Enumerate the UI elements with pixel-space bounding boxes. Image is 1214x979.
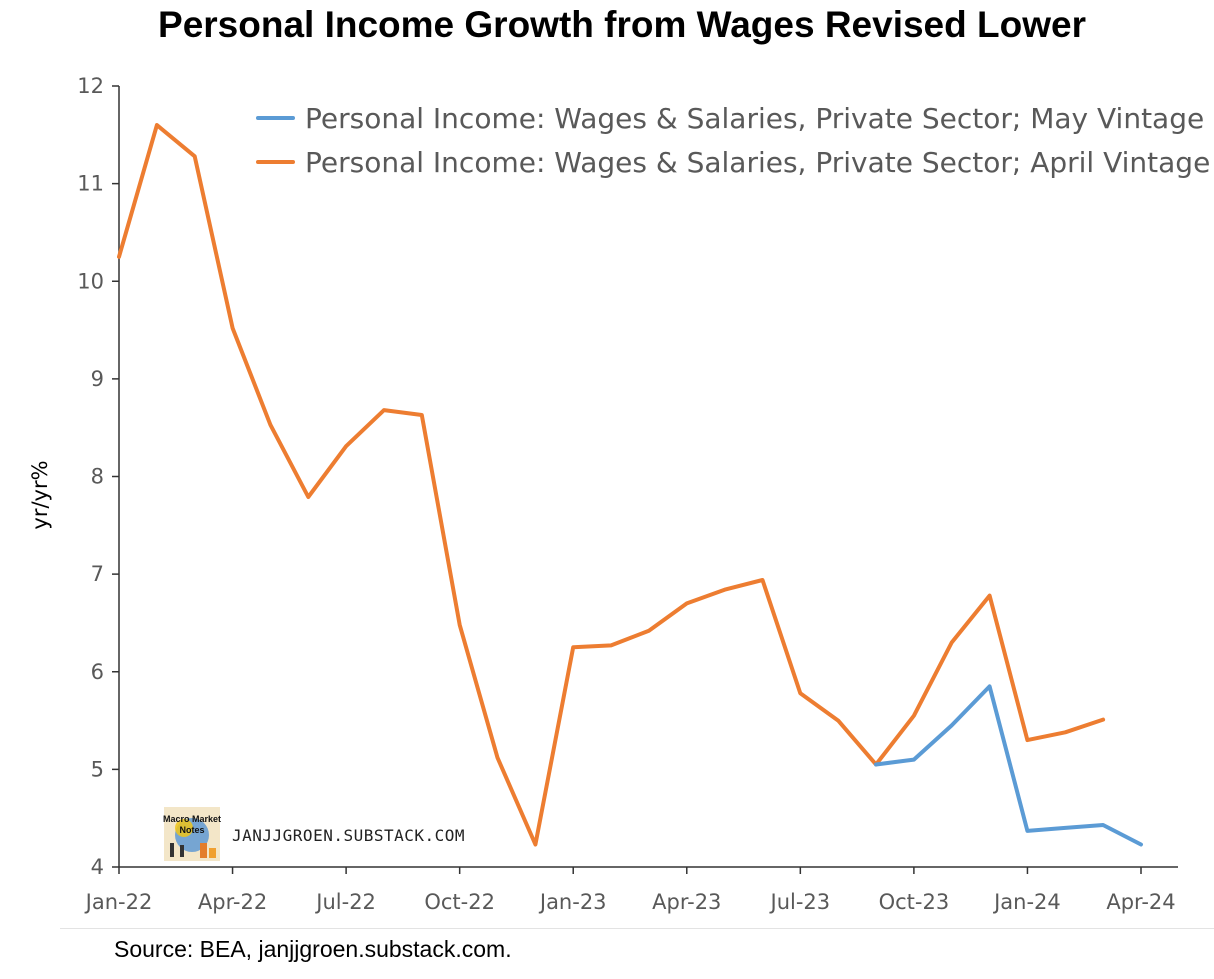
y-tick-label: 9 [91, 367, 104, 391]
y-tick-label: 4 [91, 855, 104, 879]
x-tick-label: Jul-23 [769, 890, 831, 914]
y-tick-label: 8 [91, 465, 104, 489]
y-tick-label: 6 [91, 660, 104, 684]
source-divider [60, 928, 1214, 929]
watermark: Macro Market Notes JANJJGROEN.SUBSTACK.C… [163, 807, 465, 861]
x-axis-ticks: Jan-22 Apr-22 Jul-22 Oct-22 Jan-23 Apr-23 Jul-… [84, 867, 1176, 914]
watermark-logo-line2: Notes [179, 825, 204, 835]
x-tick-label: Jul-22 [314, 890, 376, 914]
watermark-logo-line1: Macro Market [163, 814, 221, 824]
axes [118, 86, 1178, 868]
legend: Personal Income: Wages & Salaries, Priva… [256, 102, 1210, 179]
y-tick-label: 10 [77, 269, 104, 293]
x-tick-label: Jan-22 [84, 890, 153, 914]
legend-label: Personal Income: Wages & Salaries, Priva… [305, 102, 1204, 135]
watermark-text: JANJJGROEN.SUBSTACK.COM [232, 826, 465, 845]
legend-label: Personal Income: Wages & Salaries, Priva… [305, 146, 1210, 179]
y-tick-label: 7 [91, 562, 104, 586]
x-tick-label: Apr-22 [198, 890, 267, 914]
series-line-may-vintage [874, 684, 1143, 847]
x-tick-label: Apr-23 [652, 890, 721, 914]
x-tick-label: Jan-23 [538, 890, 607, 914]
y-axis-label: yr/yr% [28, 460, 52, 529]
y-axis-ticks: 4 5 6 7 8 9 10 11 12 [77, 74, 119, 879]
x-tick-label: Apr-24 [1106, 890, 1175, 914]
x-tick-label: Oct-22 [424, 890, 495, 914]
x-tick-label: Oct-23 [879, 890, 950, 914]
source-note: Source: BEA, janjjgroen.substack.com. [114, 936, 512, 962]
series-lines [117, 123, 1143, 847]
x-tick-label: Jan-24 [992, 890, 1061, 914]
watermark-logo: Macro Market Notes [163, 807, 221, 861]
chart-title: Personal Income Growth from Wages Revise… [158, 4, 1086, 45]
series-line-april-vintage [117, 123, 1106, 847]
y-tick-label: 11 [77, 172, 104, 196]
y-tick-label: 12 [77, 74, 104, 98]
y-tick-label: 5 [91, 757, 104, 781]
